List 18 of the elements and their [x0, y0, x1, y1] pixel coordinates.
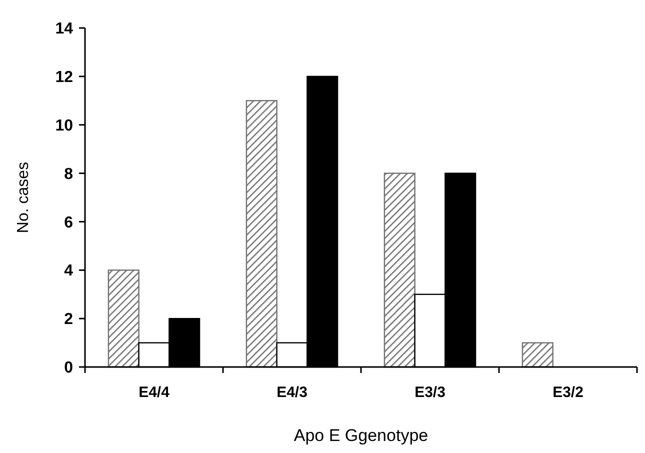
y-tick-label: 8: [64, 166, 74, 183]
y-tick-label: 14: [55, 20, 74, 38]
y-tick-label: 0: [64, 360, 74, 377]
bar: [384, 172, 416, 368]
x-axis-title: Apo E Ggenotype: [294, 426, 428, 445]
y-axis-title: No. cases: [15, 162, 32, 234]
bar: [246, 100, 278, 368]
x-tick-label: E3/2: [552, 384, 584, 401]
x-tick-label: E3/3: [414, 384, 446, 401]
x-tick-label: E4/3: [276, 384, 308, 401]
y-tick-label: 6: [64, 214, 74, 232]
y-tick-label: 10: [55, 117, 74, 134]
y-tick-label: 4: [64, 262, 74, 280]
bar: [522, 342, 554, 368]
y-tick-label: 12: [55, 69, 74, 86]
y-tick-label: 2: [64, 311, 74, 328]
bar: [108, 270, 140, 368]
x-tick-label: E4/4: [138, 384, 170, 401]
